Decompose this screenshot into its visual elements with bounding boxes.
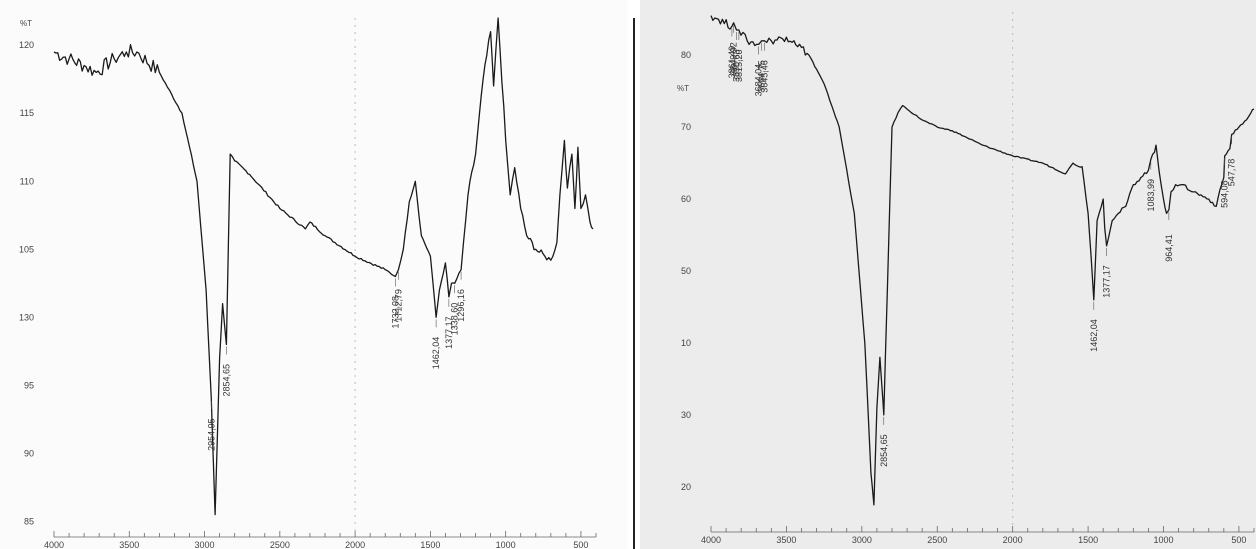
y-axis-unit-label: %T: [20, 19, 32, 28]
peak-label: 1732,08: [390, 296, 400, 329]
peak-label: 3815,20: [734, 49, 744, 82]
peak-label: 1338,60: [450, 303, 460, 336]
spectrum-line: [710, 15, 1255, 506]
right-spectrum-panel: 4000 3500 3000 2500 2000 1500 1000 500 80 70 60 50 1…: [640, 0, 1256, 549]
x-tick-label: 1000: [496, 540, 516, 549]
x-tick-label: 3500: [119, 540, 139, 549]
x-tick-label: 4000: [701, 535, 721, 545]
left-spectrum-panel: 4000 3500 3000 2500 2000 1500 1000 500 120 115 110…: [0, 0, 627, 549]
peak-label: 3684,04: [754, 64, 764, 97]
peak-label: 3849,92: [729, 42, 739, 75]
peak-label: 594,08: [1220, 180, 1230, 208]
peak-label: 2854,65: [879, 434, 889, 467]
peak-label: 1462,04: [431, 337, 441, 370]
x-tick-label: 1500: [420, 540, 440, 549]
peak-label: 2954,95: [206, 418, 216, 451]
peak-label: 1296,16: [456, 289, 466, 322]
peak-label: 1462,04: [1089, 319, 1099, 352]
peak-label: 3664,75: [757, 60, 767, 93]
peak-label: 3830,63: [732, 49, 742, 82]
y-tick-label: 10: [681, 338, 691, 348]
y-tick-label: 60: [681, 194, 691, 204]
spectrum-line: [53, 17, 594, 516]
y-tick-label: 20: [681, 482, 691, 492]
y-axis-unit-label: %T: [677, 84, 689, 93]
x-tick-label: 2500: [270, 540, 290, 549]
peak-label: 1083,99: [1146, 179, 1156, 212]
y-tick-label: 85: [24, 516, 34, 526]
x-tick-label: 3500: [776, 535, 796, 545]
x-tick-label: 2000: [345, 540, 365, 549]
y-tick-label: 120: [19, 40, 34, 50]
y-tick-label: 90: [24, 448, 34, 458]
x-tick-label: 2500: [927, 535, 947, 545]
y-tick-label: 30: [681, 410, 691, 420]
x-tick-label: 2000: [1003, 535, 1023, 545]
peak-label: 2854,65: [221, 364, 231, 397]
peak-label: 547,78: [1227, 159, 1237, 187]
x-tick-label: 500: [1231, 535, 1246, 545]
right-ir-spectrum-chart: 4000 3500 3000 2500 2000 1500 1000 500 80 70 60 50 1…: [677, 12, 1255, 545]
left-ir-spectrum-chart: 4000 3500 3000 2500 2000 1500 1000 500 120 115 110…: [19, 17, 597, 549]
y-tick-label: 105: [19, 244, 34, 254]
peak-label: 3645,46: [760, 60, 770, 93]
peak-label: 3861,49: [727, 46, 737, 79]
y-tick-label: 110: [20, 176, 34, 186]
x-tick-label: 500: [573, 540, 588, 549]
peak-label: 1377,17: [444, 316, 454, 349]
x-tick-label: 1000: [1153, 535, 1173, 545]
y-tick-label: 80: [681, 50, 691, 60]
y-tick-label: 95: [24, 380, 34, 390]
y-tick-label: 70: [681, 122, 691, 132]
peak-label: 964,41: [1164, 234, 1174, 262]
x-tick-label: 3000: [852, 535, 872, 545]
y-tick-label: 50: [681, 266, 691, 276]
peak-label: 1377,17: [1102, 265, 1112, 298]
x-tick-label: 1500: [1078, 535, 1098, 545]
x-tick-label: 3000: [195, 540, 215, 549]
x-tick-label: 4000: [44, 540, 64, 549]
peak-label: 1712,79: [393, 289, 403, 322]
y-tick-label: 130: [19, 312, 34, 322]
panel-divider: [633, 18, 635, 549]
y-tick-label: 115: [20, 108, 34, 118]
